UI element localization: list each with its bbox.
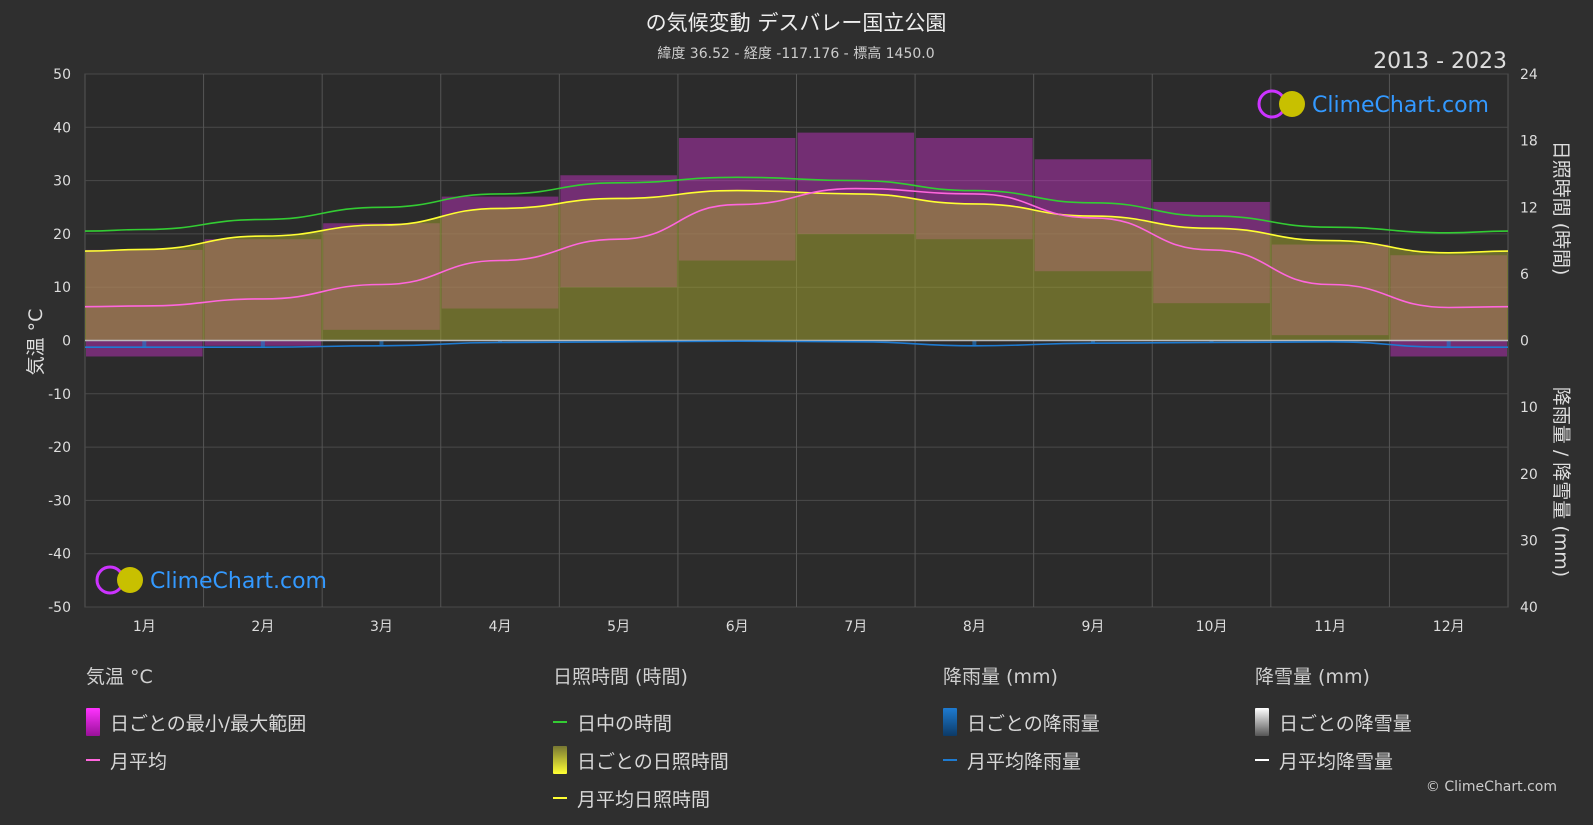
right-bottom-tick-label: 30 [1520, 533, 1538, 549]
left-tick-label: -50 [48, 600, 71, 616]
sunshine-swatch [553, 746, 567, 774]
month-tick-label: 11月 [1314, 619, 1346, 635]
chart-subtitle: 緯度 36.52 - 経度 -117.176 - 標高 1450.0 [657, 45, 934, 62]
copyright: © ClimeChart.com [1425, 779, 1557, 795]
snow-mean-swatch [1255, 759, 1269, 761]
left-axis-label: 気温 °C [25, 309, 47, 376]
right-top-axis-label: 日照時間 (時間) [1550, 141, 1572, 276]
rain-mean-line [85, 340, 1508, 349]
legend-label: 月平均 [110, 750, 168, 773]
month-tick-label: 3月 [370, 619, 393, 635]
watermark-logo-top: ClimeChart.com [1257, 89, 1489, 119]
legend-title: 日照時間 (時間) [553, 666, 688, 688]
rain-mean-swatch [943, 759, 957, 761]
left-tick-label: -30 [48, 493, 71, 509]
legend-label: 月平均日照時間 [577, 788, 711, 811]
left-tick-label: -40 [48, 547, 71, 563]
right-top-tick-label: 24 [1520, 67, 1538, 83]
legend-title: 気温 °C [86, 666, 153, 688]
chart-title: の気候変動 デスバレー国立公園 [646, 11, 947, 35]
legend-item: 日ごとの日照時間 [553, 741, 729, 779]
left-tick-label: -10 [48, 387, 71, 403]
legend-label: 日ごとの降雪量 [1279, 712, 1412, 735]
right-top-tick-label: 18 [1520, 134, 1538, 150]
month-tick-label: 1月 [133, 619, 156, 635]
watermark-text: ClimeChart.com [150, 569, 327, 594]
month-tick-label: 5月 [607, 619, 630, 635]
legend-sunshine: 日照時間 (時間) 日中の時間 日ごとの日照時間 月平均日照時間 [553, 662, 729, 817]
legend-title: 降雪量 (mm) [1255, 666, 1370, 688]
right-bottom-axis-label: 降雨量 / 降雪量 (mm) [1550, 387, 1572, 577]
sunshine-mean-line [84, 189, 1509, 254]
temp-range-swatch [86, 708, 100, 736]
snow-swatch [1255, 708, 1269, 736]
left-tick-label: 0 [62, 334, 71, 350]
legend-label: 日ごとの降雨量 [967, 712, 1100, 735]
right-top-tick-label: 12 [1520, 200, 1538, 216]
month-tick-label: 6月 [726, 619, 749, 635]
legend-item: 月平均降雨量 [943, 741, 1100, 779]
sunshine-area [85, 190, 1508, 341]
rain-bar [1446, 340, 1451, 348]
rain-bar [142, 340, 147, 348]
legend-item: 月平均日照時間 [553, 779, 729, 817]
left-tick-label: 10 [53, 280, 71, 296]
left-tick-label: 40 [53, 120, 71, 136]
legend-item: 月平均 [86, 741, 306, 779]
daylight-swatch [553, 721, 567, 723]
rain-bar [972, 340, 977, 346]
legend-label: 月平均降雪量 [1279, 750, 1394, 773]
left-tick-label: 30 [53, 174, 71, 190]
rain-swatch [943, 708, 957, 736]
month-tick-label: 4月 [489, 619, 512, 635]
right-bottom-tick-label: 10 [1520, 400, 1538, 416]
watermark-logo-bottom: ClimeChart.com [95, 565, 327, 595]
left-tick-label: 20 [53, 227, 71, 243]
rain-bar [1209, 340, 1214, 343]
month-tick-label: 2月 [251, 619, 274, 635]
left-tick-label: -20 [48, 440, 71, 456]
legend-snow: 降雪量 (mm) 日ごとの降雪量 月平均降雪量 [1255, 662, 1412, 779]
month-tick-label: 9月 [1081, 619, 1104, 635]
legend-label: 日ごとの日照時間 [577, 750, 729, 773]
legend-title: 降雨量 (mm) [943, 666, 1058, 688]
rain-bar [379, 340, 384, 346]
left-tick-label: 50 [53, 67, 71, 83]
climate-chart: の気候変動 デスバレー国立公園 緯度 36.52 - 経度 -117.176 -… [25, 11, 1572, 635]
rain-bar [498, 340, 503, 343]
legend-label: 日ごとの最小/最大範囲 [110, 712, 307, 735]
month-tick-label: 8月 [963, 619, 986, 635]
legend-item: 月平均降雪量 [1255, 741, 1412, 779]
year-range: 2013 - 2023 [1373, 49, 1507, 74]
rain-bar [1090, 340, 1095, 344]
legend-item: 日ごとの降雪量 [1255, 703, 1412, 741]
month-tick-label: 12月 [1433, 619, 1465, 635]
right-top-tick-label: 6 [1520, 267, 1529, 283]
temp-mean-line [84, 187, 1509, 309]
legend-item: 日ごとの降雨量 [943, 703, 1100, 741]
legend-item: 日ごとの最小/最大範囲 [86, 703, 306, 741]
legend-rain: 降雨量 (mm) 日ごとの降雨量 月平均降雨量 [943, 662, 1100, 779]
watermark-text: ClimeChart.com [1312, 93, 1489, 118]
legend-item: 日中の時間 [553, 703, 729, 741]
legend-label: 月平均降雨量 [967, 750, 1082, 773]
month-tick-label: 10月 [1196, 619, 1228, 635]
legend-temperature: 気温 °C 日ごとの最小/最大範囲 月平均 [86, 662, 306, 779]
right-bottom-tick-label: 40 [1520, 600, 1538, 616]
legend-label: 日中の時間 [577, 712, 673, 735]
daylight-line [84, 176, 1509, 234]
right-top-tick-label: 0 [1520, 334, 1529, 350]
month-tick-label: 7月 [844, 619, 867, 635]
right-bottom-tick-label: 20 [1520, 467, 1538, 483]
rain-bar [260, 340, 265, 348]
temp-mean-swatch [86, 759, 100, 761]
sunshine-mean-swatch [553, 797, 567, 799]
